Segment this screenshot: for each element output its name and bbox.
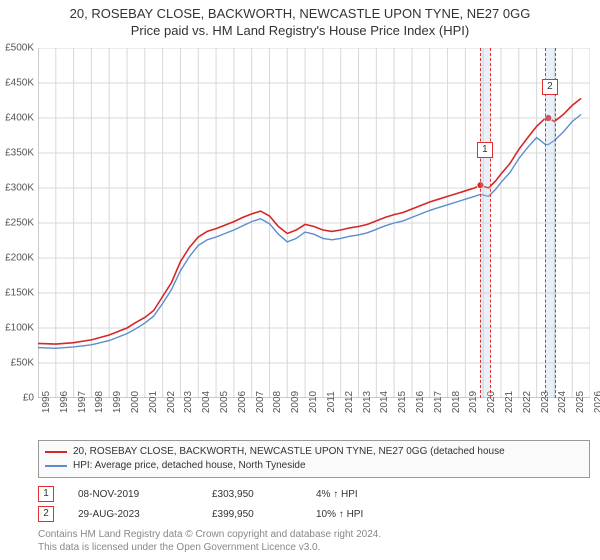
sale-date: 08-NOV-2019 (78, 489, 188, 500)
highlight-band (545, 48, 556, 398)
sale-row: 2 29-AUG-2023 £399,950 10% ↑ HPI (38, 506, 590, 522)
y-tick-label: £300K (0, 183, 34, 194)
y-tick-label: £250K (0, 218, 34, 229)
x-tick-label: 2008 (272, 391, 283, 413)
license-text: Contains HM Land Registry data © Crown c… (38, 528, 590, 554)
x-tick-label: 1996 (59, 391, 70, 413)
chart-area: £0£50K£100K£150K£200K£250K£300K£350K£400… (38, 48, 590, 398)
y-tick-label: £100K (0, 323, 34, 334)
x-tick-label: 1997 (77, 391, 88, 413)
x-tick-label: 1998 (94, 391, 105, 413)
sale-marker-2: 2 (542, 79, 558, 95)
sale-price: £399,950 (212, 509, 292, 520)
y-tick-label: £200K (0, 253, 34, 264)
sale-date: 29-AUG-2023 (78, 509, 188, 520)
y-tick-label: £500K (0, 43, 34, 54)
sale-row-marker: 2 (38, 506, 54, 522)
x-tick-label: 2021 (504, 391, 515, 413)
x-tick-label: 2022 (522, 391, 533, 413)
page-root: 20, ROSEBAY CLOSE, BACKWORTH, NEWCASTLE … (0, 0, 600, 560)
x-tick-label: 2016 (415, 391, 426, 413)
highlight-band (480, 48, 491, 398)
legend-box: 20, ROSEBAY CLOSE, BACKWORTH, NEWCASTLE … (38, 440, 590, 478)
line-chart (38, 48, 590, 398)
x-tick-label: 2025 (575, 391, 586, 413)
legend-row: 20, ROSEBAY CLOSE, BACKWORTH, NEWCASTLE … (45, 445, 583, 459)
license-line-1: Contains HM Land Registry data © Crown c… (38, 528, 590, 541)
x-tick-label: 2019 (468, 391, 479, 413)
x-tick-label: 2011 (326, 391, 337, 413)
sale-diff: 10% ↑ HPI (316, 509, 406, 520)
legend-swatch (45, 465, 67, 467)
sale-diff: 4% ↑ HPI (316, 489, 406, 500)
chart-title: 20, ROSEBAY CLOSE, BACKWORTH, NEWCASTLE … (0, 0, 600, 40)
sale-marker-1: 1 (477, 142, 493, 158)
x-tick-label: 2014 (379, 391, 390, 413)
x-tick-label: 2010 (308, 391, 319, 413)
x-tick-label: 1995 (41, 391, 52, 413)
y-tick-label: £0 (0, 393, 34, 404)
x-tick-label: 2001 (148, 391, 159, 413)
y-tick-label: £350K (0, 148, 34, 159)
x-tick-label: 2009 (290, 391, 301, 413)
x-tick-label: 2015 (397, 391, 408, 413)
y-tick-label: £50K (0, 358, 34, 369)
legend-swatch (45, 451, 67, 453)
license-line-2: This data is licensed under the Open Gov… (38, 541, 590, 554)
title-line-1: 20, ROSEBAY CLOSE, BACKWORTH, NEWCASTLE … (0, 6, 600, 23)
legend-label: HPI: Average price, detached house, Nort… (73, 459, 306, 473)
x-tick-label: 2003 (183, 391, 194, 413)
legend-label: 20, ROSEBAY CLOSE, BACKWORTH, NEWCASTLE … (73, 445, 505, 459)
x-tick-label: 2013 (362, 391, 373, 413)
x-tick-label: 2006 (237, 391, 248, 413)
sale-price: £303,950 (212, 489, 292, 500)
sale-row-marker: 1 (38, 486, 54, 502)
x-tick-label: 2012 (344, 391, 355, 413)
x-tick-label: 2007 (255, 391, 266, 413)
x-tick-label: 2005 (219, 391, 230, 413)
x-tick-label: 2000 (130, 391, 141, 413)
sale-rows: 1 08-NOV-2019 £303,950 4% ↑ HPI 2 29-AUG-2023… (38, 486, 590, 522)
legend-and-footer: 20, ROSEBAY CLOSE, BACKWORTH, NEWCASTLE … (38, 440, 590, 554)
x-tick-label: 2018 (451, 391, 462, 413)
sale-row: 1 08-NOV-2019 £303,950 4% ↑ HPI (38, 486, 590, 502)
x-tick-label: 2024 (557, 391, 568, 413)
legend-row: HPI: Average price, detached house, Nort… (45, 459, 583, 473)
title-line-2: Price paid vs. HM Land Registry's House … (0, 23, 600, 40)
x-tick-label: 2002 (166, 391, 177, 413)
x-tick-label: 2004 (201, 391, 212, 413)
x-tick-label: 1999 (112, 391, 123, 413)
y-tick-label: £150K (0, 288, 34, 299)
y-tick-label: £450K (0, 78, 34, 89)
y-tick-label: £400K (0, 113, 34, 124)
x-tick-label: 2026 (593, 391, 600, 413)
x-tick-label: 2017 (433, 391, 444, 413)
